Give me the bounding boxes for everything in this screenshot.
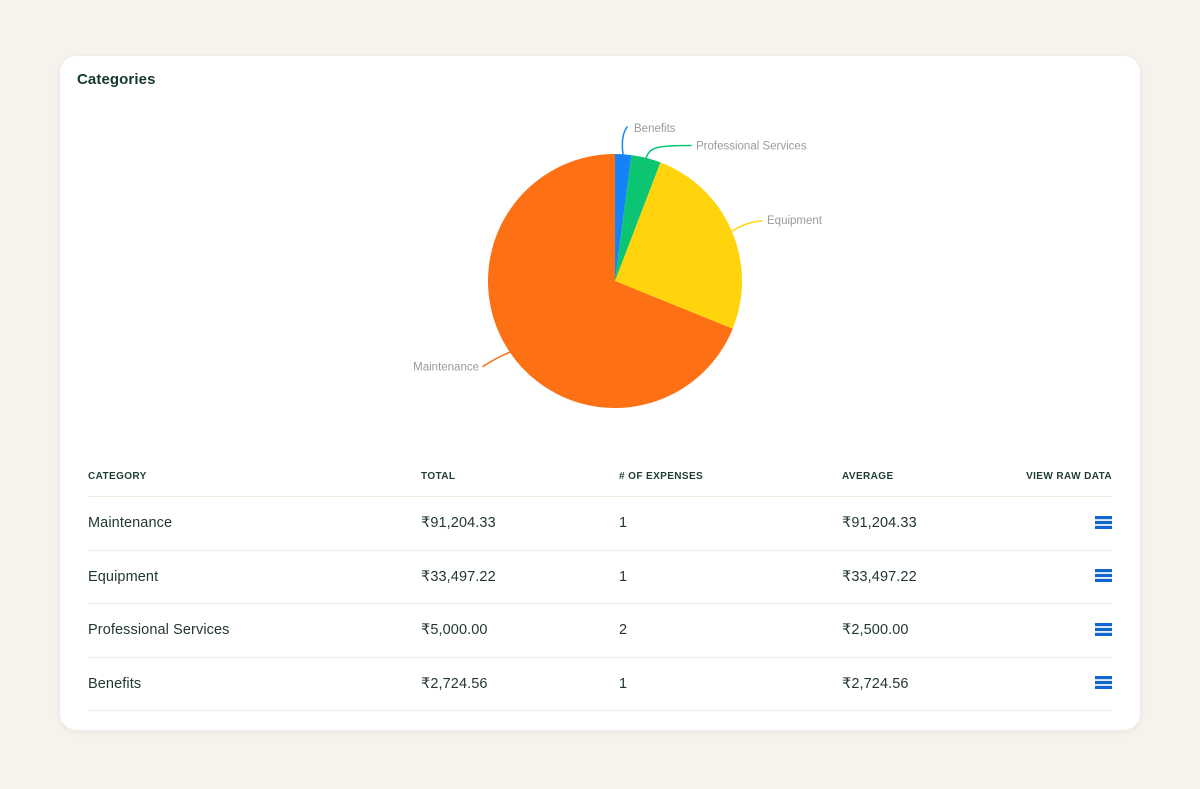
view-raw-data-cell (1022, 567, 1112, 586)
menu-icon (1095, 515, 1112, 529)
table-row: Professional Services ₹5,000.00 2 ₹2,500.00 (88, 604, 1112, 658)
view-raw-data-cell (1022, 514, 1112, 533)
category-cell: Maintenance (88, 515, 173, 532)
total-cell: ₹33,497.22 (421, 568, 496, 585)
average-cell: ₹2,724.56 (842, 675, 909, 692)
column-header-average: Average (842, 470, 894, 482)
expenses-cell: 2 (619, 622, 628, 639)
pie-label-leader-line-maintenance (482, 351, 511, 368)
table-row: Equipment ₹33,497.22 1 ₹33,497.22 (88, 551, 1112, 604)
pie-label-leader-line-equipment (731, 220, 763, 232)
card-title: Categories (77, 71, 156, 88)
expenses-cell: 1 (619, 675, 628, 692)
column-header-category: Category (88, 470, 147, 482)
column-header-view-raw-data: View Raw Data (1026, 470, 1112, 482)
total-cell: ₹2,724.56 (421, 675, 488, 692)
table-header-row: Category Total # of Expenses Average Vie… (88, 456, 1112, 497)
table-row: Maintenance ₹91,204.33 1 ₹91,204.33 (88, 497, 1112, 551)
column-header-total: Total (421, 470, 456, 482)
pie-label-leader-line-professional-services (645, 144, 692, 159)
categories-table: Category Total # of Expenses Average Vie… (88, 456, 1112, 711)
view-raw-data-button[interactable] (1095, 621, 1112, 638)
pie-slice-benefits[interactable] (615, 154, 632, 281)
view-raw-data-cell (1022, 621, 1112, 640)
pie-slice-maintenance[interactable] (487, 154, 733, 408)
pie-chart-area: Benefits Professional Services Equipment Ma… (60, 56, 1140, 466)
categories-card: Categories Benefits Professional Services… (60, 56, 1140, 730)
category-cell: Equipment (88, 568, 159, 585)
table-row: Benefits ₹2,724.56 1 ₹2,724.56 (88, 658, 1112, 711)
category-cell: Benefits (88, 675, 142, 692)
expenses-cell: 1 (619, 568, 628, 585)
pie-slice-professional-services[interactable] (615, 155, 661, 281)
total-cell: ₹91,204.33 (421, 515, 496, 532)
pie-slice-equipment[interactable] (615, 162, 743, 329)
column-header-num-expenses: # of Expenses (619, 470, 704, 482)
view-raw-data-button[interactable] (1095, 674, 1112, 691)
pie-label-equipment: Equipment (767, 215, 823, 227)
average-cell: ₹91,204.33 (842, 515, 917, 532)
pie-label-benefits: Benefits (634, 123, 676, 135)
view-raw-data-button[interactable] (1095, 514, 1112, 531)
table-body: Maintenance ₹91,204.33 1 ₹91,204.33 Equipme… (88, 497, 1112, 711)
menu-icon (1095, 569, 1112, 583)
expenses-cell: 1 (619, 515, 628, 532)
average-cell: ₹2,500.00 (842, 622, 909, 639)
view-raw-data-button[interactable] (1095, 567, 1112, 584)
categories-pie-chart: Benefits Professional Services Equipment Ma… (413, 123, 823, 408)
view-raw-data-cell (1022, 674, 1112, 693)
pie-label-maintenance: Maintenance (413, 362, 479, 374)
category-cell: Professional Services (88, 622, 230, 639)
pie-label-leader-line-benefits (621, 126, 628, 155)
pie-label-professional-services: Professional Services (696, 141, 807, 153)
average-cell: ₹33,497.22 (842, 568, 917, 585)
menu-icon (1095, 676, 1112, 690)
menu-icon (1095, 622, 1112, 636)
total-cell: ₹5,000.00 (421, 622, 488, 639)
